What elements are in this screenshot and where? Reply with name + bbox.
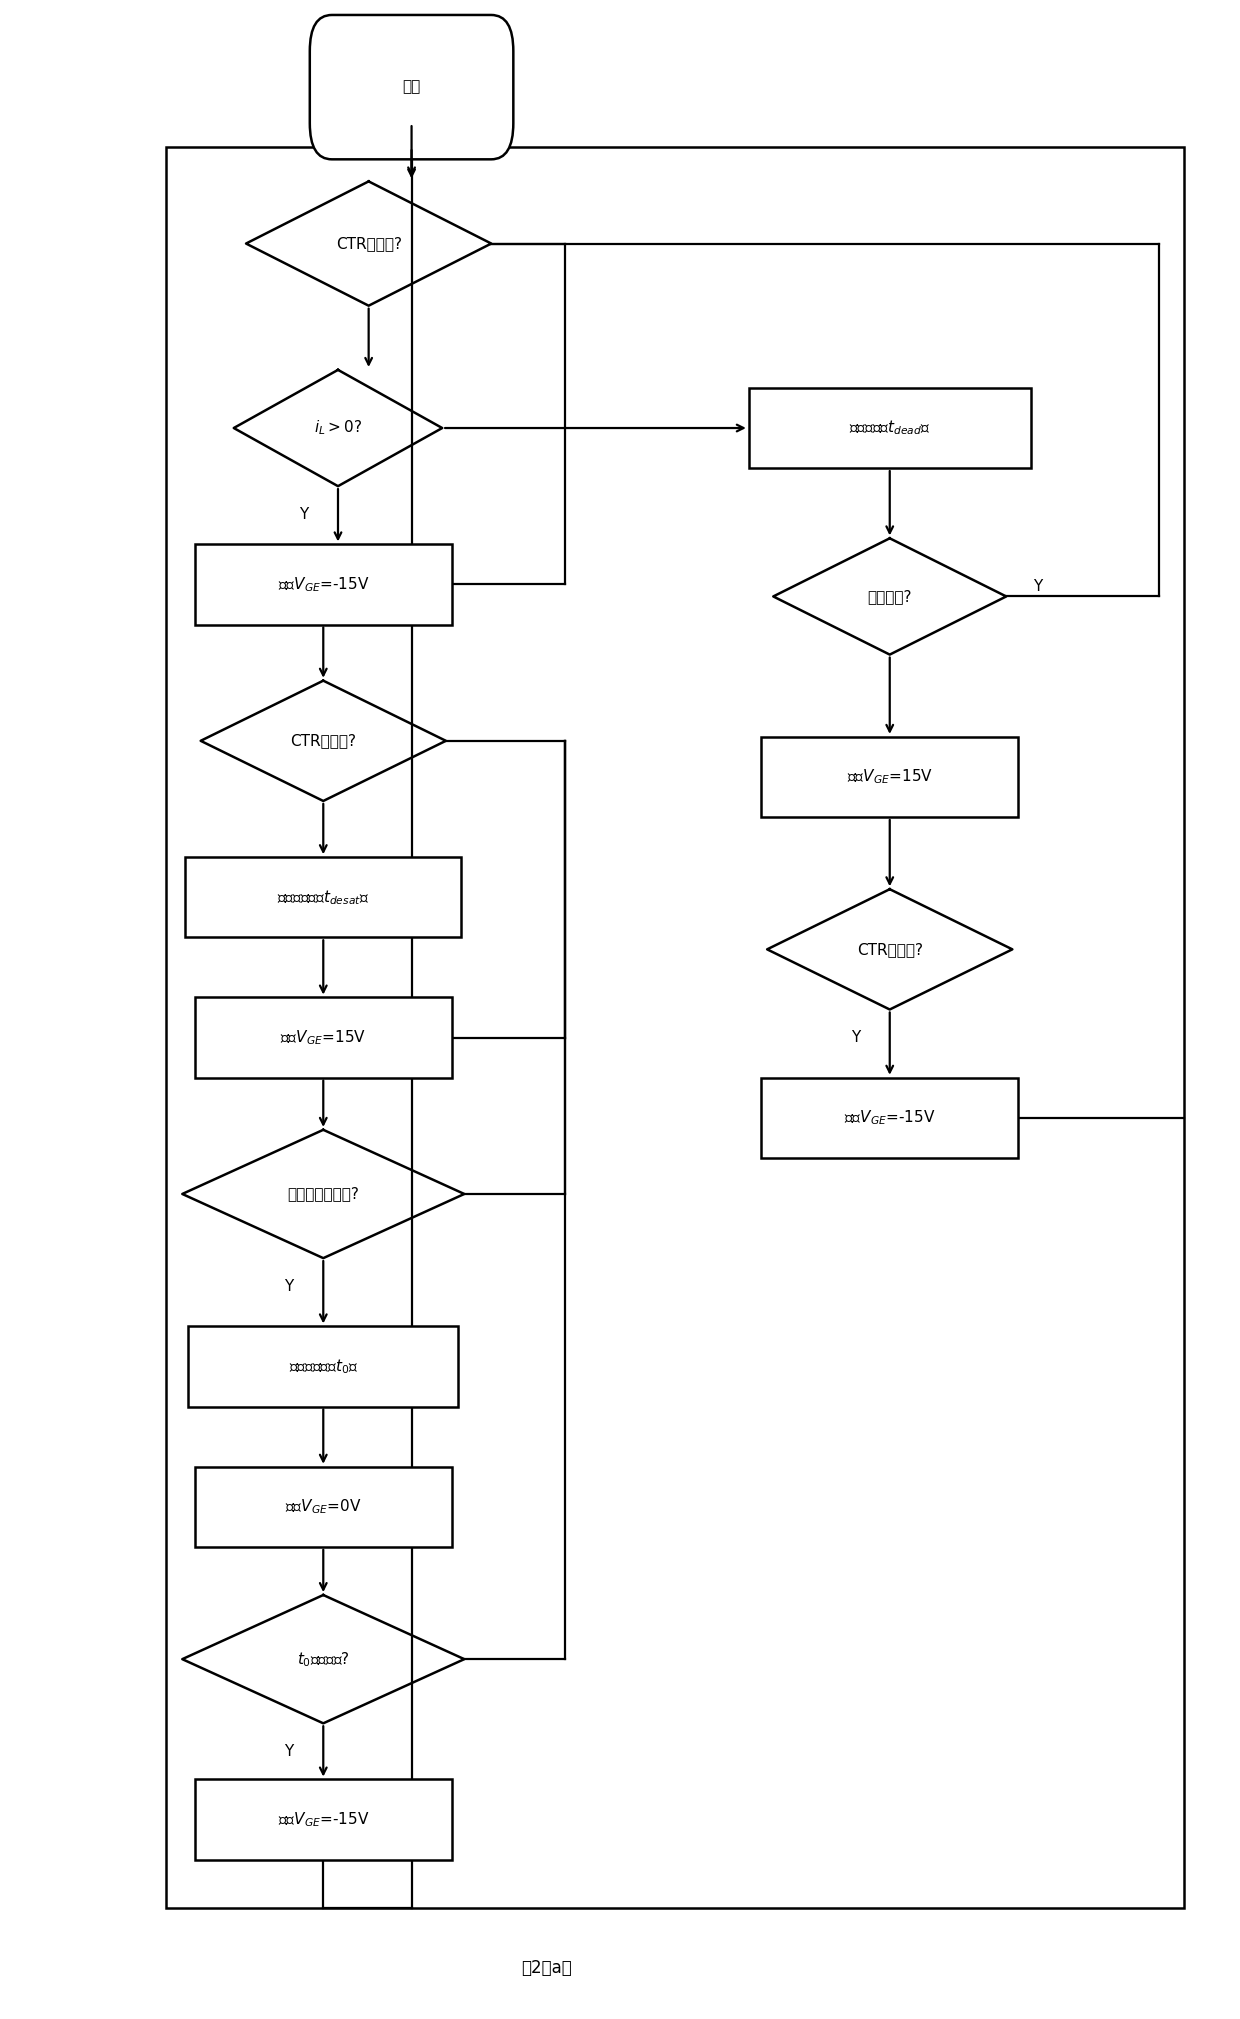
Text: 图2（a）: 图2（a） bbox=[521, 1958, 572, 1977]
Text: 退饱和定时结束?: 退饱和定时结束? bbox=[288, 1187, 360, 1201]
Bar bbox=[195, 997, 453, 1078]
Text: CTR上升沿?: CTR上升沿? bbox=[336, 236, 402, 250]
Text: 开始: 开始 bbox=[403, 79, 420, 95]
Text: Y: Y bbox=[284, 1744, 294, 1759]
Text: 栅极$V_{GE}$=-15V: 栅极$V_{GE}$=-15V bbox=[278, 1811, 370, 1829]
Text: 栅极$V_{GE}$=15V: 栅极$V_{GE}$=15V bbox=[847, 767, 932, 785]
Text: $t_0$定时结束?: $t_0$定时结束? bbox=[296, 1650, 350, 1668]
Bar bbox=[761, 1078, 1018, 1157]
Text: 零电平定时（$t_0$）: 零电平定时（$t_0$） bbox=[289, 1357, 358, 1375]
Text: 栅极$V_{GE}$=15V: 栅极$V_{GE}$=15V bbox=[280, 1028, 366, 1048]
Text: Y: Y bbox=[851, 1030, 861, 1046]
Text: Y: Y bbox=[1033, 579, 1043, 594]
Bar bbox=[185, 858, 461, 937]
Bar bbox=[195, 545, 453, 624]
Bar bbox=[166, 147, 1184, 1908]
Bar bbox=[195, 1779, 453, 1859]
Text: CTR下降沿?: CTR下降沿? bbox=[857, 941, 923, 957]
Text: 死区定时（$t_{dead}$）: 死区定时（$t_{dead}$） bbox=[849, 418, 930, 438]
Bar bbox=[761, 737, 1018, 818]
Text: 栅极$V_{GE}$=-15V: 栅极$V_{GE}$=-15V bbox=[278, 575, 370, 594]
Bar bbox=[188, 1326, 458, 1407]
Text: CTR下降沿?: CTR下降沿? bbox=[290, 733, 356, 749]
Text: 定时结束?: 定时结束? bbox=[868, 590, 911, 604]
Bar bbox=[749, 388, 1030, 468]
Text: 栅极$V_{GE}$=-15V: 栅极$V_{GE}$=-15V bbox=[844, 1108, 935, 1127]
FancyBboxPatch shape bbox=[310, 14, 513, 160]
Bar bbox=[195, 1466, 453, 1547]
Text: $i_L>0$?: $i_L>0$? bbox=[314, 418, 362, 438]
Text: 退饱和定时（$t_{desat}$）: 退饱和定时（$t_{desat}$） bbox=[278, 888, 370, 907]
Text: Y: Y bbox=[299, 507, 309, 521]
Text: 栅极$V_{GE}$=0V: 栅极$V_{GE}$=0V bbox=[285, 1498, 361, 1516]
Text: Y: Y bbox=[284, 1278, 294, 1294]
